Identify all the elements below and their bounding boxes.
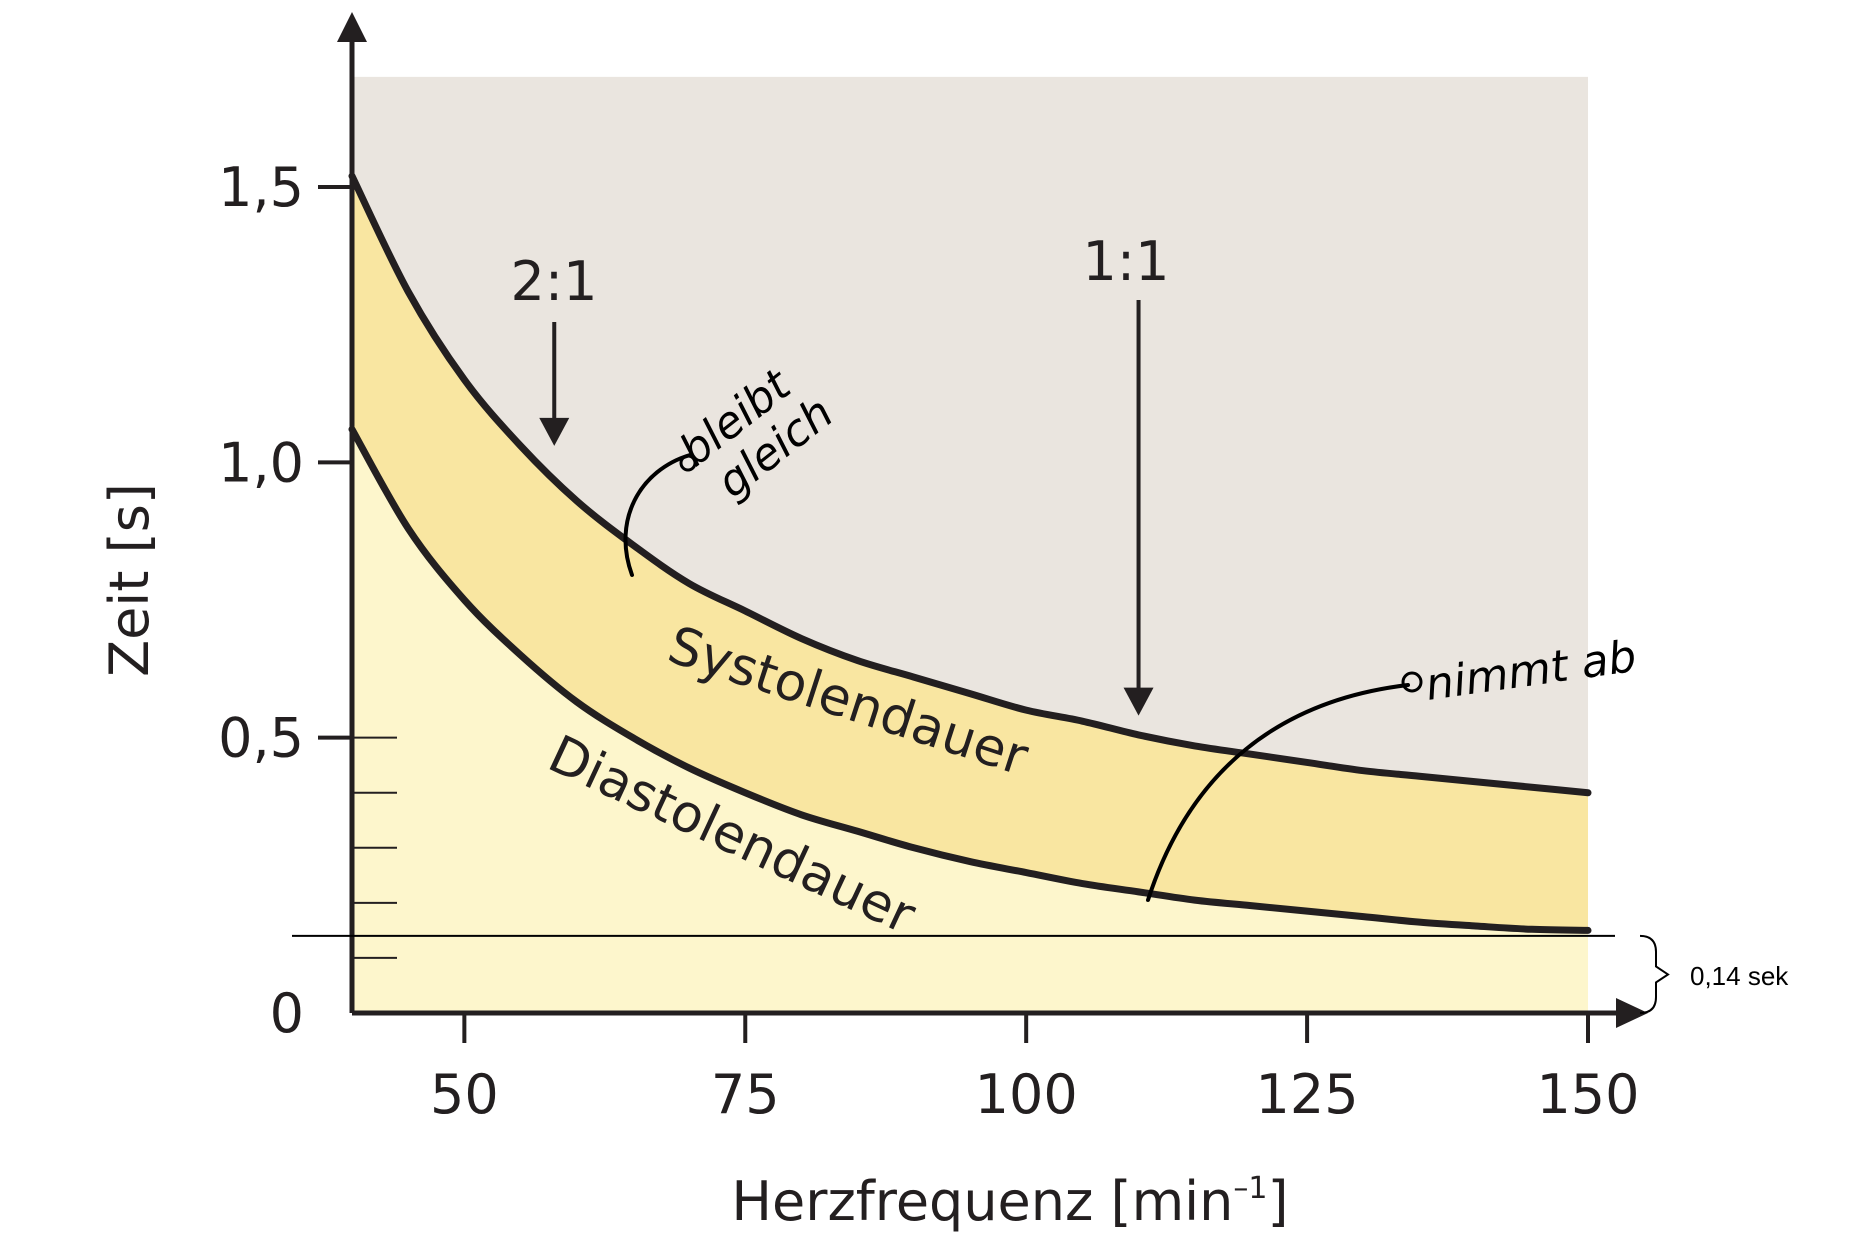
annotation-arrowhead — [539, 417, 570, 446]
handwritten-dot-nimmt — [1401, 671, 1423, 693]
diastole-curve — [348, 425, 1592, 934]
x-tick-label: 75 — [711, 1063, 780, 1126]
x-axis-title-main: Herzfrequenz [min — [731, 1170, 1233, 1233]
axes: 0 0,5 1,0 1,5 50 75 100 125 150 — [218, 12, 1670, 1126]
annotation-1to1-label: 1:1 — [1083, 230, 1170, 293]
handwritten-dot-bleibt — [679, 454, 697, 472]
annotation-arrowhead — [1123, 687, 1154, 716]
diastole-band — [352, 429, 1588, 1013]
x-tick-label: 150 — [1536, 1063, 1639, 1126]
brace-014 — [1639, 934, 1670, 1014]
x-axis-arrowhead — [1616, 998, 1648, 1028]
y-axis-title: Zeit [s] — [98, 483, 161, 677]
y-tick-label: 0,5 — [218, 707, 304, 770]
y-tick-label: 1,0 — [218, 431, 304, 494]
x-tick-label: 125 — [1256, 1063, 1359, 1126]
annotation-2to1-label: 2:1 — [511, 250, 598, 313]
handwritten-pointer-nimmt — [1146, 683, 1410, 902]
y-tick-label: 0 — [270, 982, 304, 1045]
y-tick-label: 1,5 — [218, 156, 304, 219]
x-axis-title-end: ] — [1268, 1170, 1289, 1233]
x-tick-label: 50 — [430, 1063, 499, 1126]
plot-area — [348, 76, 1592, 1013]
x-axis-title-sup: –1 — [1233, 1171, 1267, 1206]
x-axis-title: Herzfrequenz [min–1] — [731, 1170, 1288, 1233]
systole-curve — [348, 172, 1592, 797]
annotation-014-sek: 0,14 sek — [1690, 961, 1789, 991]
y-axis-arrowhead — [337, 12, 367, 42]
x-tick-label: 100 — [975, 1063, 1078, 1126]
handwritten-pointer-bleibt — [623, 453, 692, 577]
